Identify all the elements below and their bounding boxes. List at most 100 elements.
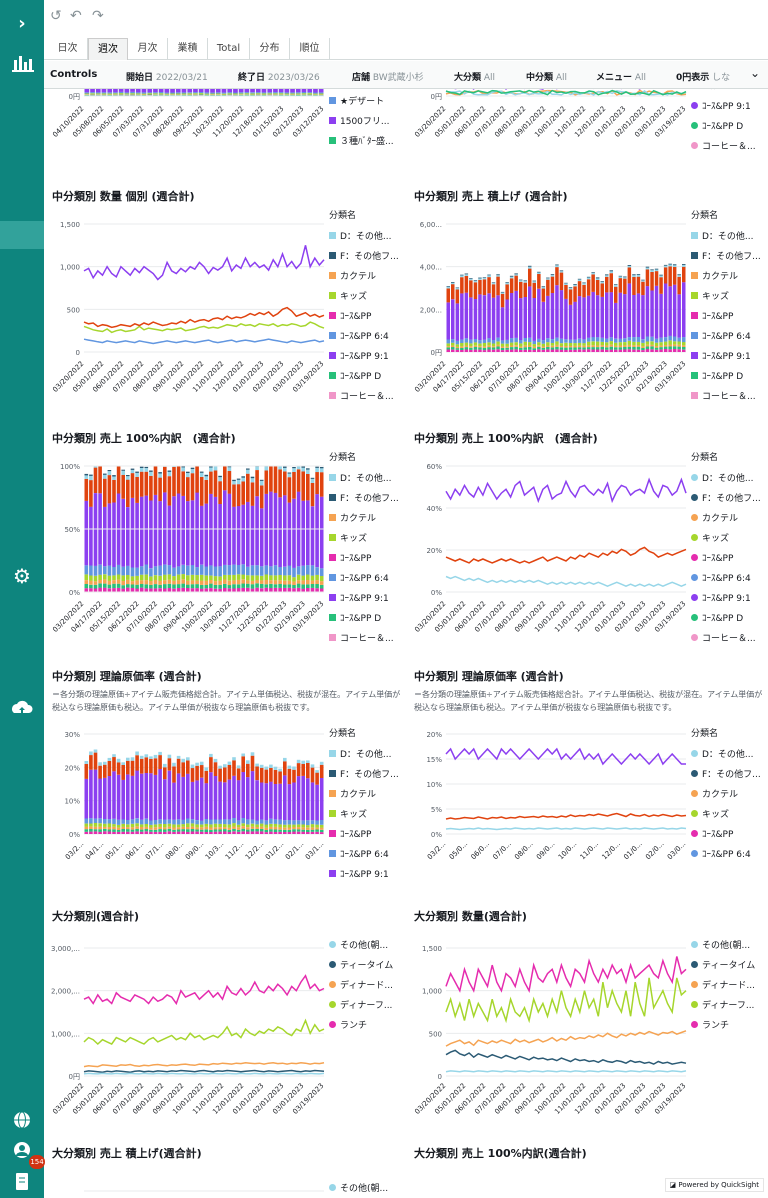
bar-segment[interactable] xyxy=(209,493,213,566)
bar-segment[interactable] xyxy=(141,89,147,93)
bar-segment[interactable] xyxy=(550,274,555,275)
bar-segment[interactable] xyxy=(582,339,586,344)
bar-segment[interactable] xyxy=(158,829,162,832)
bar-segment[interactable] xyxy=(269,823,273,827)
bar-segment[interactable] xyxy=(218,504,222,567)
bar-segment[interactable] xyxy=(227,585,232,589)
bar-segment[interactable] xyxy=(292,577,296,582)
bar-segment[interactable] xyxy=(306,574,310,581)
legend-item[interactable]: ｺｰｽ&PP xyxy=(691,551,766,571)
bar-segment[interactable] xyxy=(187,94,193,95)
bar-segment[interactable] xyxy=(550,339,555,343)
bar-segment[interactable] xyxy=(103,823,107,827)
bar-segment[interactable] xyxy=(292,824,296,828)
bar-segment[interactable] xyxy=(659,293,663,338)
bar-segment[interactable] xyxy=(555,265,559,268)
bar-segment[interactable] xyxy=(632,295,636,338)
bar-segment[interactable] xyxy=(158,580,162,585)
series-line[interactable] xyxy=(445,575,687,588)
bar-segment[interactable] xyxy=(95,93,101,95)
bar-segment[interactable] xyxy=(186,565,190,576)
bar-segment[interactable] xyxy=(287,584,292,588)
bar-segment[interactable] xyxy=(609,346,614,350)
bar-segment[interactable] xyxy=(451,284,455,300)
bar-segment[interactable] xyxy=(232,580,236,585)
bar-segment[interactable] xyxy=(269,768,273,782)
bar-segment[interactable] xyxy=(287,565,292,576)
bar-segment[interactable] xyxy=(246,829,250,832)
bar-segment[interactable] xyxy=(541,287,546,289)
bar-segment[interactable] xyxy=(213,758,218,763)
bar-segment[interactable] xyxy=(103,506,107,567)
bar-segment[interactable] xyxy=(236,827,241,830)
bar-segment[interactable] xyxy=(315,784,319,821)
bar-segment[interactable] xyxy=(315,831,319,834)
bar-segment[interactable] xyxy=(139,819,144,825)
bar-segment[interactable] xyxy=(283,466,287,468)
bar-segment[interactable] xyxy=(609,344,614,347)
bar-segment[interactable] xyxy=(227,829,232,832)
bar-segment[interactable] xyxy=(482,295,487,340)
bar-segment[interactable] xyxy=(190,768,195,782)
legend-item[interactable]: F：その他フ... xyxy=(691,491,766,511)
bar-segment[interactable] xyxy=(236,584,241,589)
bar-segment[interactable] xyxy=(172,567,176,577)
bar-segment[interactable] xyxy=(496,295,500,338)
bar-segment[interactable] xyxy=(139,580,144,584)
bar-segment[interactable] xyxy=(89,823,93,827)
bar-segment[interactable] xyxy=(514,349,518,352)
bar-segment[interactable] xyxy=(306,584,310,588)
bar-segment[interactable] xyxy=(537,272,541,275)
bar-segment[interactable] xyxy=(255,89,261,93)
bar-segment[interactable] xyxy=(287,768,292,785)
bar-segment[interactable] xyxy=(451,282,455,283)
bar-segment[interactable] xyxy=(233,93,238,95)
bar-segment[interactable] xyxy=(107,823,112,828)
bar-segment[interactable] xyxy=(451,299,455,340)
bar-segment[interactable] xyxy=(144,773,149,819)
bar-segment[interactable] xyxy=(213,584,218,589)
legend-item[interactable]: ｺｰｽ&PP D xyxy=(329,369,404,389)
expand-icon[interactable]: › xyxy=(18,13,26,34)
globe-icon[interactable] xyxy=(0,1110,44,1130)
bar-segment[interactable] xyxy=(147,92,153,94)
bar-segment[interactable] xyxy=(172,496,176,568)
bar-segment[interactable] xyxy=(250,565,255,576)
bar-segment[interactable] xyxy=(176,773,181,820)
bar-segment[interactable] xyxy=(218,580,222,585)
bar-segment[interactable] xyxy=(514,345,518,347)
bar-segment[interactable] xyxy=(135,93,141,95)
bar-segment[interactable] xyxy=(135,89,141,93)
bar-segment[interactable] xyxy=(537,342,541,346)
bar-segment[interactable] xyxy=(149,576,153,581)
bar-segment[interactable] xyxy=(564,346,568,348)
bar-segment[interactable] xyxy=(546,338,550,343)
bar-segment[interactable] xyxy=(158,473,162,478)
bar-segment[interactable] xyxy=(672,349,677,352)
bar-segment[interactable] xyxy=(130,92,135,94)
bar-segment[interactable] xyxy=(451,345,455,348)
bar-segment[interactable] xyxy=(121,765,125,780)
legend-item[interactable]: ランチ xyxy=(691,1018,766,1038)
bar-segment[interactable] xyxy=(614,345,618,348)
bar-segment[interactable] xyxy=(175,94,181,96)
bar-segment[interactable] xyxy=(315,829,319,832)
bar-segment[interactable] xyxy=(130,775,135,820)
bar-segment[interactable] xyxy=(130,498,135,568)
bar-segment[interactable] xyxy=(107,92,113,94)
bar-segment[interactable] xyxy=(595,337,600,342)
bar-segment[interactable] xyxy=(190,764,195,769)
bar-segment[interactable] xyxy=(227,764,232,780)
bar-segment[interactable] xyxy=(103,818,107,824)
bar-segment[interactable] xyxy=(287,587,292,592)
bar-segment[interactable] xyxy=(269,580,273,584)
bar-segment[interactable] xyxy=(577,342,582,346)
bar-segment[interactable] xyxy=(181,574,185,580)
bar-segment[interactable] xyxy=(246,827,250,830)
bar-segment[interactable] xyxy=(124,93,130,95)
bar-segment[interactable] xyxy=(564,342,568,346)
bar-segment[interactable] xyxy=(591,341,595,346)
bar-segment[interactable] xyxy=(204,94,210,96)
bar-segment[interactable] xyxy=(175,93,181,95)
legend-item[interactable]: F：その他フ... xyxy=(329,491,404,511)
